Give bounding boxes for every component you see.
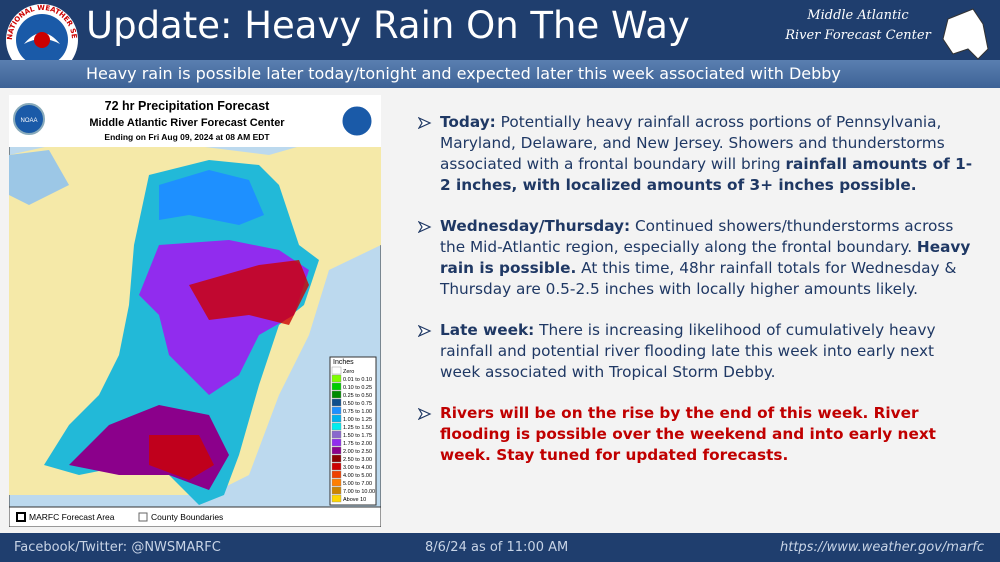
footer-time: 8/6/24 as of 11:00 AM	[425, 540, 569, 555]
legend-swatch	[331, 422, 342, 431]
map-valid: Ending on Fri Aug 09, 2024 at 08 AM EDT	[104, 132, 270, 142]
title: Update: Heavy Rain On The Way	[86, 4, 690, 47]
legend-swatch	[331, 478, 342, 487]
key-label: MARFC Forecast Area	[29, 512, 115, 522]
legend-label: 0.75 to 1.00	[343, 409, 372, 415]
bullet-text: Today:	[440, 113, 496, 131]
header: NATIONAL WEATHER SERVICE Update: Heavy R…	[0, 0, 1000, 76]
legend-swatch	[331, 398, 342, 407]
bullet-list: Today: Potentially heavy rainfall across…	[418, 112, 973, 486]
legend-label: 4.00 to 5.00	[343, 473, 372, 479]
legend-label: 3.00 to 4.00	[343, 465, 372, 471]
legend-swatch	[331, 382, 342, 391]
legend-label: 1.50 to 1.75	[343, 433, 372, 439]
bullet-text: Continued showers/thunderstorms across t…	[440, 217, 954, 256]
bullet: Late week: There is increasing likelihoo…	[418, 320, 973, 383]
legend-label: 1.75 to 2.00	[343, 441, 372, 447]
legend-label: 1.25 to 1.50	[343, 425, 372, 431]
footer-url: https://www.weather.gov/marfc	[780, 540, 984, 555]
bullet: Rivers will be on the rise by the end of…	[418, 403, 973, 466]
bullet-arrow	[418, 408, 432, 420]
bullet-text: Rivers will be on the rise by the end of…	[440, 404, 936, 464]
legend-title: Inches	[333, 359, 354, 366]
legend-swatch	[331, 414, 342, 423]
legend-swatch	[331, 446, 342, 455]
legend-swatch	[331, 430, 342, 439]
legend-label: 0.10 to 0.25	[343, 385, 372, 391]
bullet-text: rainfall amounts of 1-2 inches, with loc…	[440, 155, 973, 194]
bullet-text: There is increasing likelihood of cumula…	[440, 321, 936, 381]
legend-label: 0.01 to 0.10	[343, 377, 372, 383]
legend-label: 0.25 to 0.50	[343, 393, 372, 399]
legend-swatch	[331, 462, 342, 471]
legend-swatch	[331, 390, 342, 399]
legend-swatch	[331, 470, 342, 479]
bullet-text: Heavy rain is possible.	[440, 238, 971, 277]
legend-swatch	[331, 454, 342, 463]
map-title: 72 hr Precipitation Forecast	[105, 99, 270, 113]
bullet: Wednesday/Thursday: Continued showers/th…	[418, 216, 973, 300]
org-line: Middle Atlantic	[807, 8, 909, 23]
key-label: County Boundaries	[151, 512, 223, 522]
legend-label: Above 10	[343, 497, 366, 503]
legend-label: 5.00 to 7.00	[343, 481, 372, 487]
noaa-label: NOAA	[20, 118, 37, 124]
legend: Inches Zero 0.01 to 0.10 0.10 to 0.25 0.25 t…	[329, 356, 377, 506]
org-line: River Forecast Center	[785, 28, 931, 43]
footer: Facebook/Twitter: @NWSMARFC 8/6/24 as of…	[0, 533, 1000, 562]
legend-swatch	[331, 406, 342, 415]
region-icon	[942, 8, 989, 60]
footer-social: Facebook/Twitter: @NWSMARFC	[14, 540, 221, 555]
map-subtitle: Middle Atlantic River Forecast Center	[89, 117, 285, 129]
subtitle: Heavy rain is possible later today/tonig…	[86, 64, 841, 83]
bullet-arrow	[418, 325, 432, 337]
legend-label: 1.00 to 1.25	[343, 417, 372, 423]
map-panel: NOAA 72 hr Precipitation Forecast Middle…	[9, 95, 381, 527]
bullet-text: Late week:	[440, 321, 535, 339]
legend-swatch	[331, 494, 342, 503]
subtitle-band: Heavy rain is possible later today/tonig…	[0, 60, 1000, 88]
legend-swatch	[331, 374, 342, 383]
legend-label: 7.00 to 10.00	[343, 489, 375, 495]
nws-logo: NATIONAL WEATHER SERVICE	[4, 2, 78, 76]
legend-swatch	[331, 438, 342, 447]
bullet-arrow	[418, 117, 432, 129]
bullet: Today: Potentially heavy rainfall across…	[418, 112, 973, 196]
legend-label: 2.00 to 2.50	[343, 449, 372, 455]
legend-label: Zero	[343, 369, 354, 375]
bullet-text: Potentially heavy rainfall across portio…	[440, 113, 945, 173]
bullet-text: Wednesday/Thursday:	[440, 217, 631, 235]
legend-label: 0.50 to 0.75	[343, 401, 372, 407]
legend-label: 2.50 to 3.00	[343, 457, 372, 463]
legend-swatch	[331, 486, 342, 495]
bullet-arrow	[418, 221, 432, 233]
legend-swatch	[331, 366, 342, 375]
bullet-text: At this time, 48hr rainfall totals for W…	[440, 259, 957, 298]
